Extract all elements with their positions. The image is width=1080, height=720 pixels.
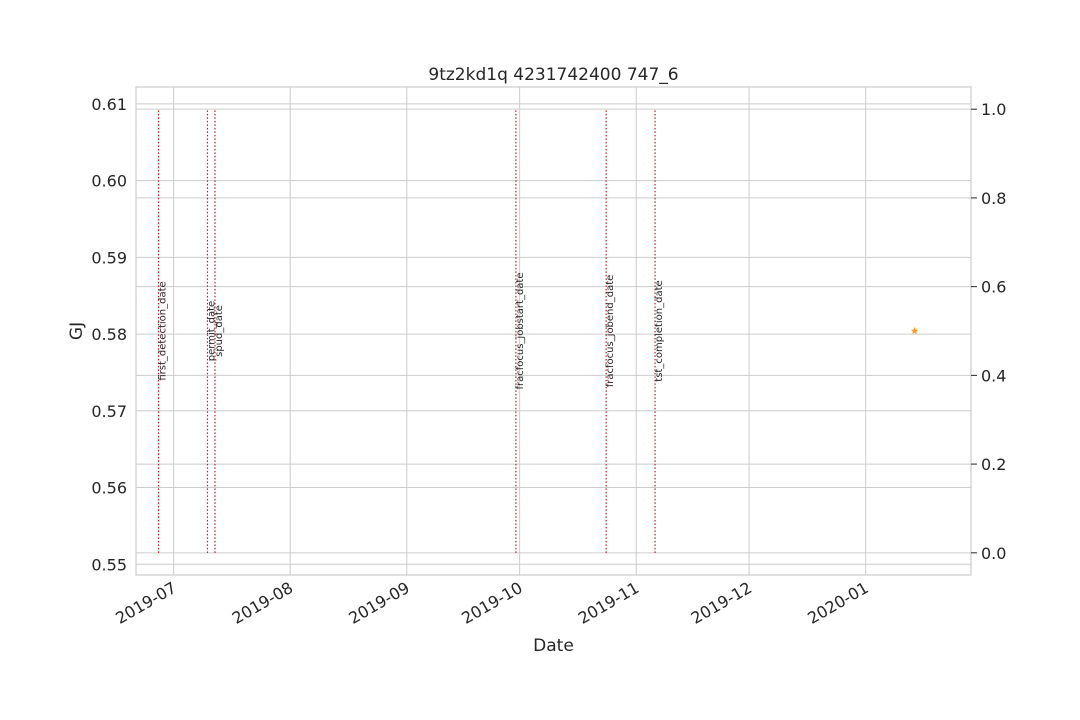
y-right-tick-label: 0.6 (981, 278, 1006, 297)
y-left-tick-label: 0.60 (91, 172, 127, 191)
event-label: fracfocus_jobend_date (605, 275, 616, 388)
y-right-tick-label: 0.4 (981, 366, 1006, 385)
y-right-axis-ticks: 0.0 0.2 0.4 0.6 0.8 1.0 (971, 100, 1006, 563)
event-label: permit_date (206, 301, 217, 361)
plot-frame (135, 86, 972, 576)
event-label: first_detection_date (158, 281, 169, 380)
y-left-axis-ticks: 0.55 0.56 0.57 0.58 0.59 0.60 0.61 (91, 95, 127, 574)
y-axis-label: GJ (67, 322, 87, 340)
grid (136, 87, 971, 575)
y-right-tick-label: 0.0 (981, 544, 1006, 563)
y-right-tick-label: 0.8 (981, 189, 1006, 208)
event-label: spud_date (214, 305, 225, 357)
y-left-tick-label: 0.61 (91, 95, 127, 114)
y-left-tick-label: 0.56 (91, 479, 127, 498)
y-left-tick-label: 0.55 (91, 555, 127, 574)
y-right-tick-label: 1.0 (981, 100, 1006, 119)
x-axis-label: Date (533, 636, 574, 656)
y-left-tick-label: 0.58 (91, 325, 127, 344)
event-markers: first_detection_date permit_datespud_date… (158, 109, 665, 553)
data-points (910, 327, 919, 335)
chart-title: 9tz2kd1q 4231742400 747_6 (428, 65, 678, 85)
y-right-tick-label: 0.2 (981, 455, 1006, 474)
y-left-tick-label: 0.57 (91, 402, 127, 421)
event-label: tst_completion_date (654, 280, 665, 381)
y-left-tick-label: 0.59 (91, 248, 127, 267)
data-point-star (910, 327, 919, 335)
event-label: fracfocus_jobstart_date (515, 272, 526, 389)
